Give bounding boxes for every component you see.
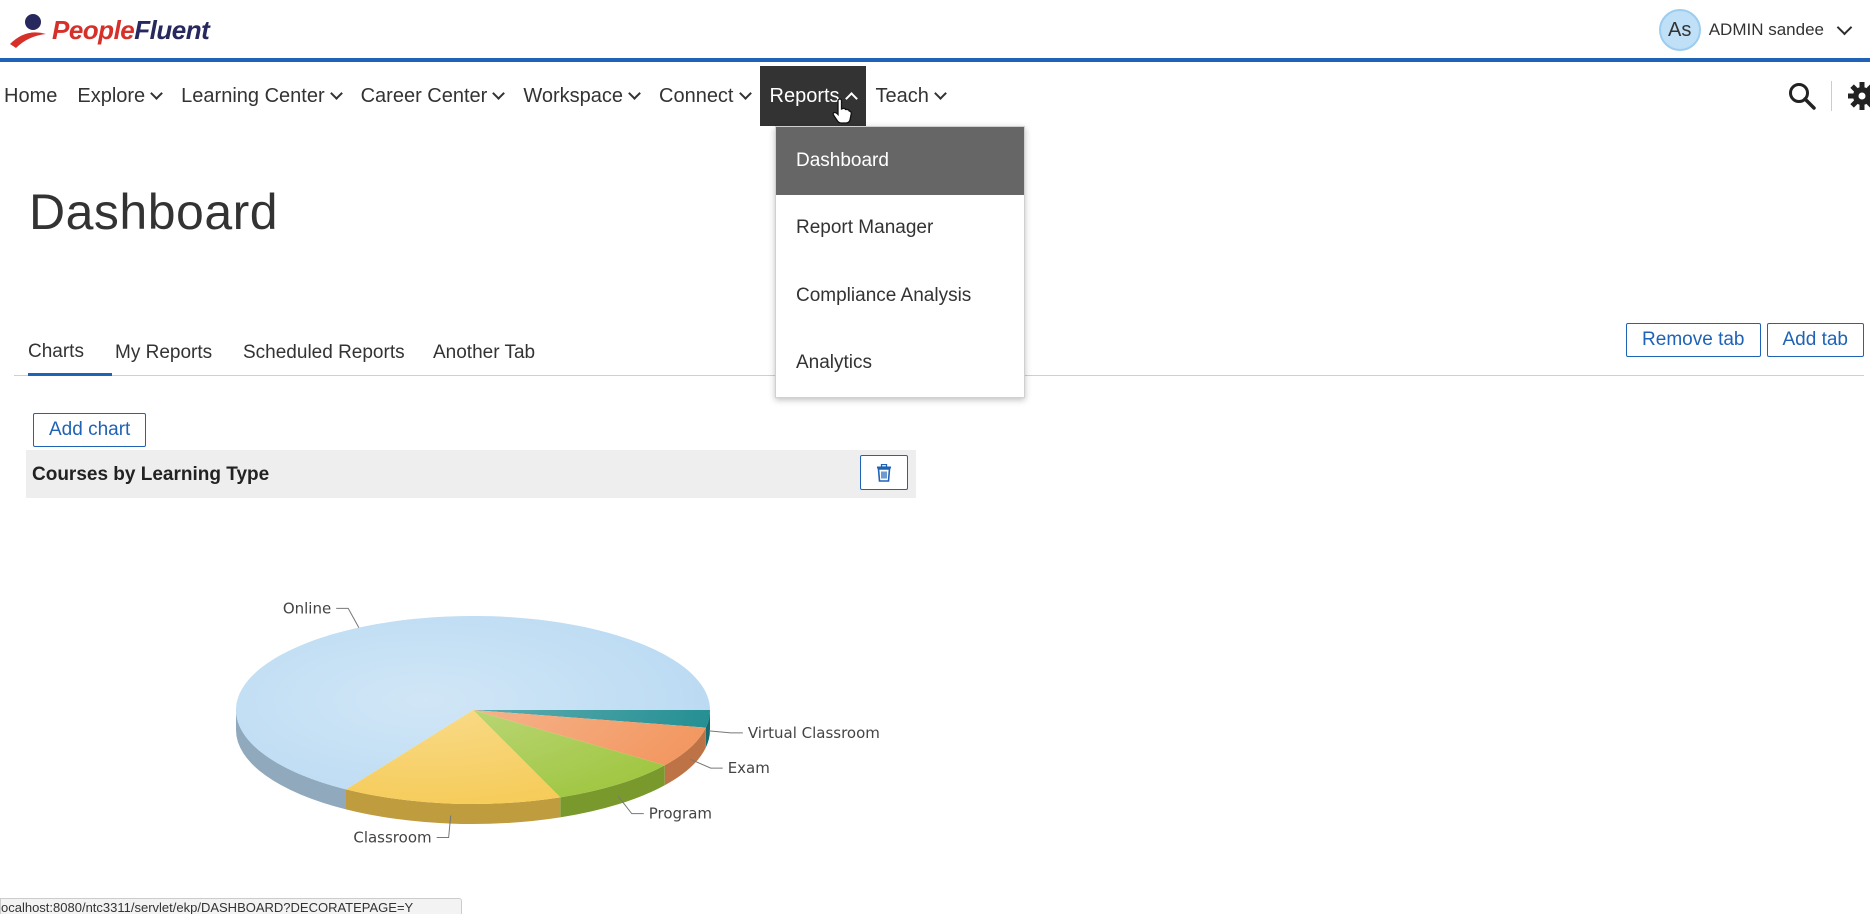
pie-leader-line bbox=[690, 758, 723, 769]
nav-label: Home bbox=[4, 84, 58, 107]
nav-item-reports[interactable]: Reports bbox=[759, 66, 866, 126]
nav-tools bbox=[1787, 66, 1870, 126]
menu-item-label: Analytics bbox=[796, 352, 873, 374]
logo-text: PeopleFluent bbox=[52, 14, 210, 45]
user-menu[interactable]: As ADMIN sandee bbox=[1658, 8, 1853, 52]
main-nav: Home Explore Learning Center Career Cent… bbox=[0, 66, 1870, 126]
pie-label-classroom: Classroom bbox=[353, 828, 431, 846]
menu-item-dashboard[interactable]: Dashboard bbox=[776, 127, 1024, 195]
tab-my-reports[interactable]: My Reports bbox=[115, 330, 212, 376]
menu-item-label: Dashboard bbox=[796, 149, 889, 171]
nav-label: Teach bbox=[875, 84, 929, 107]
add-chart-button[interactable]: Add chart bbox=[33, 413, 147, 447]
nav-label: Career Center bbox=[360, 84, 488, 107]
tab-label: Charts bbox=[28, 340, 84, 362]
nav-item-connect[interactable]: Connect bbox=[649, 66, 760, 126]
remove-tab-button[interactable]: Remove tab bbox=[1626, 323, 1761, 357]
chevron-down-icon bbox=[329, 86, 343, 100]
chevron-down-icon bbox=[628, 86, 641, 100]
pie-label-exam: Exam bbox=[728, 759, 770, 777]
chart-panel-header: Courses by Learning Type bbox=[26, 450, 916, 498]
avatar-initials: As bbox=[1668, 18, 1692, 41]
search-icon[interactable] bbox=[1787, 81, 1817, 111]
menu-item-compliance-analysis[interactable]: Compliance Analysis bbox=[776, 262, 1024, 330]
tab-label: My Reports bbox=[115, 342, 213, 363]
nav-item-teach[interactable]: Teach bbox=[866, 66, 955, 126]
pie-side-classroom bbox=[346, 789, 561, 824]
menu-item-label: Compliance Analysis bbox=[796, 284, 972, 306]
tab-another-tab[interactable]: Another Tab bbox=[433, 330, 535, 376]
nav-item-learning-center[interactable]: Learning Center bbox=[171, 66, 350, 126]
pie-leader-line bbox=[336, 607, 360, 628]
nav-label: Workspace bbox=[523, 84, 623, 107]
pie-label-online: Online bbox=[283, 599, 331, 617]
browser-status-bar: ocalhost:8080/ntc3311/servlet/ekp/DASHBO… bbox=[0, 898, 462, 914]
logo-person-icon bbox=[10, 14, 46, 48]
chart-panel-title: Courses by Learning Type bbox=[32, 464, 270, 485]
status-url: ocalhost:8080/ntc3311/servlet/ekp/DASHBO… bbox=[1, 900, 414, 914]
nav-label: Connect bbox=[659, 84, 734, 107]
nav-item-career-center[interactable]: Career Center bbox=[351, 66, 514, 126]
add-tab-button[interactable]: Add tab bbox=[1766, 323, 1864, 357]
pie-label-program: Program bbox=[649, 805, 712, 823]
tab-actions: Remove tab Add tab bbox=[1626, 323, 1864, 357]
reports-dropdown-menu: Dashboard Report Manager Compliance Anal… bbox=[775, 126, 1025, 398]
gear-icon[interactable] bbox=[1846, 80, 1870, 112]
user-name[interactable]: ADMIN sandee bbox=[1708, 20, 1824, 39]
tab-label: Another Tab bbox=[433, 342, 536, 363]
chevron-down-icon[interactable] bbox=[1836, 19, 1853, 35]
courses-pie-chart: Virtual Classroom Exam Program Classroom Onl… bbox=[235, 599, 880, 846]
delete-chart-button[interactable] bbox=[860, 455, 908, 490]
tab-scheduled-reports[interactable]: Scheduled Reports bbox=[243, 330, 405, 376]
pie-leader-line bbox=[708, 730, 743, 734]
menu-item-analytics[interactable]: Analytics bbox=[776, 330, 1024, 398]
menu-item-report-manager[interactable]: Report Manager bbox=[776, 195, 1024, 263]
peoplefluent-logo[interactable]: PeopleFluent bbox=[8, 8, 210, 52]
nav-label: Reports bbox=[769, 84, 840, 107]
tab-charts[interactable]: Charts bbox=[28, 330, 112, 376]
top-header: PeopleFluent As ADMIN sandee bbox=[0, 0, 1870, 62]
chevron-down-icon bbox=[150, 86, 164, 100]
hand-cursor-icon bbox=[832, 98, 852, 124]
avatar[interactable]: As bbox=[1658, 9, 1701, 51]
nav-label: Learning Center bbox=[181, 84, 325, 107]
trash-icon bbox=[877, 463, 891, 482]
nav-item-home[interactable]: Home bbox=[0, 66, 67, 126]
pie-leader-line bbox=[617, 795, 644, 815]
pie-label-virtual-classroom: Virtual Classroom bbox=[748, 724, 880, 742]
tab-label: Scheduled Reports bbox=[243, 342, 405, 363]
menu-item-label: Report Manager bbox=[796, 217, 934, 239]
chevron-down-icon bbox=[934, 86, 947, 100]
nav-label: Explore bbox=[77, 84, 146, 107]
nav-divider bbox=[1831, 81, 1832, 111]
pie-leader-line bbox=[436, 815, 452, 838]
nav-item-explore[interactable]: Explore bbox=[67, 66, 171, 126]
chevron-down-icon bbox=[492, 86, 506, 100]
nav-item-workspace[interactable]: Workspace bbox=[513, 66, 649, 126]
chevron-down-icon bbox=[738, 86, 752, 100]
page-title: Dashboard bbox=[29, 184, 279, 240]
